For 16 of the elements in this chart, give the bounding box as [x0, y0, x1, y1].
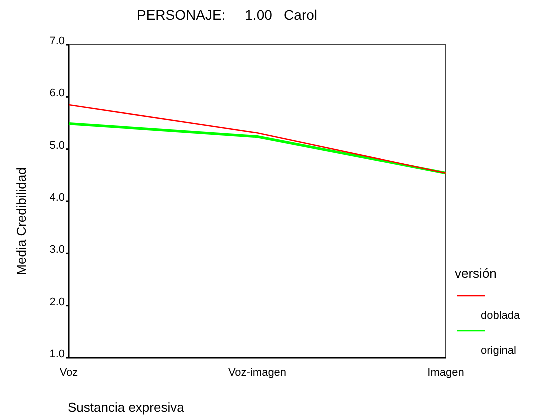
y-tick-label: 1.0 [50, 348, 65, 360]
text: doblada [481, 310, 522, 322]
x-tick-label: Voz-imagen [228, 367, 287, 379]
y-axis-title: Media Credibilidad [14, 168, 29, 276]
x-axis-title: Sustancia expresiva [68, 400, 186, 415]
y-tick-label: 4.0 [50, 192, 65, 204]
y-tick-label: 2.0 [50, 296, 65, 308]
legend-title: versión [455, 266, 497, 281]
text: original [481, 345, 516, 357]
x-tick-label: Imagen [428, 367, 464, 379]
chart-title: PERSONAJE: 1.00 Carol [137, 7, 318, 23]
y-tick-label: 6.0 [50, 88, 65, 100]
y-tick-label: 3.0 [50, 244, 65, 256]
y-tick-label: 7.0 [50, 35, 65, 48]
x-tick-label: Voz [60, 367, 78, 379]
y-tick-label: 5.0 [50, 140, 65, 152]
